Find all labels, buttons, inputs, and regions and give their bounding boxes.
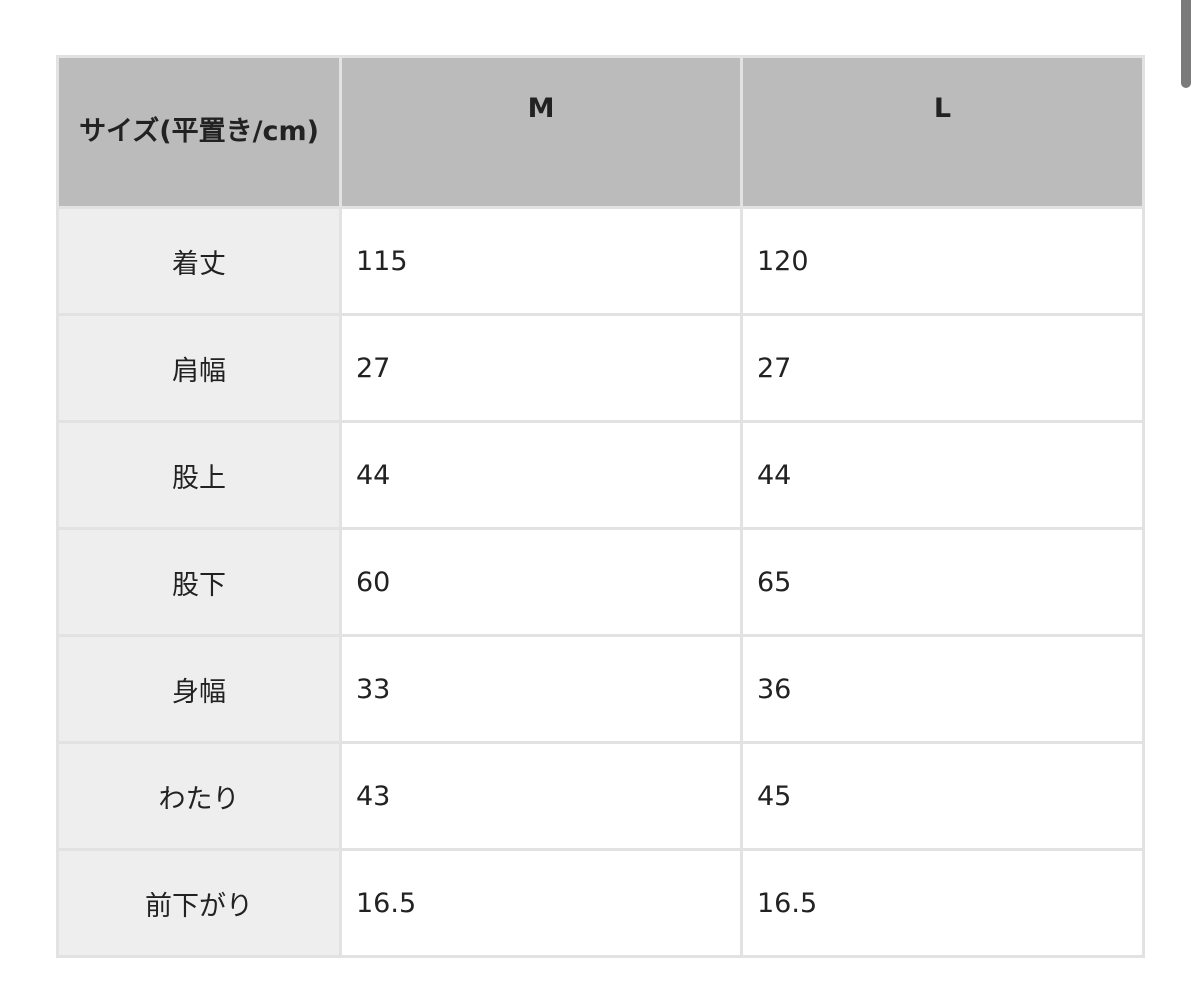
row-label: 着丈: [56, 206, 342, 316]
cell-l: 120: [740, 206, 1145, 316]
cell-m: 44: [339, 420, 743, 530]
table-row: 肩幅 27 27: [56, 313, 1145, 423]
cell-l: 27: [740, 313, 1145, 423]
cell-l: 16.5: [740, 848, 1145, 958]
header-m: M: [339, 55, 743, 209]
row-label: 身幅: [56, 634, 342, 744]
header-l: L: [740, 55, 1145, 209]
cell-l: 45: [740, 741, 1145, 851]
cell-l: 44: [740, 420, 1145, 530]
row-label: 前下がり: [56, 848, 342, 958]
size-table: サイズ(平置き/cm) M L 着丈 115 120 肩幅 27 27 股上 44 44 股下 60…: [56, 55, 1145, 958]
cell-l: 65: [740, 527, 1145, 637]
cell-m: 27: [339, 313, 743, 423]
table-row: 身幅 33 36: [56, 634, 1145, 744]
table-row: 前下がり 16.5 16.5: [56, 848, 1145, 958]
cell-m: 115: [339, 206, 743, 316]
table-row: わたり 43 45: [56, 741, 1145, 851]
row-label: 肩幅: [56, 313, 342, 423]
table-row: 股上 44 44: [56, 420, 1145, 530]
row-label: 股下: [56, 527, 342, 637]
cell-m: 16.5: [339, 848, 743, 958]
table-row: 着丈 115 120: [56, 206, 1145, 316]
cell-m: 33: [339, 634, 743, 744]
row-label: わたり: [56, 741, 342, 851]
cell-m: 60: [339, 527, 743, 637]
cell-m: 43: [339, 741, 743, 851]
scrollbar-thumb[interactable]: [1181, 0, 1191, 88]
cell-l: 36: [740, 634, 1145, 744]
row-label: 股上: [56, 420, 342, 530]
header-size: サイズ(平置き/cm): [56, 55, 342, 209]
header-row: サイズ(平置き/cm) M L: [56, 55, 1145, 209]
table-row: 股下 60 65: [56, 527, 1145, 637]
